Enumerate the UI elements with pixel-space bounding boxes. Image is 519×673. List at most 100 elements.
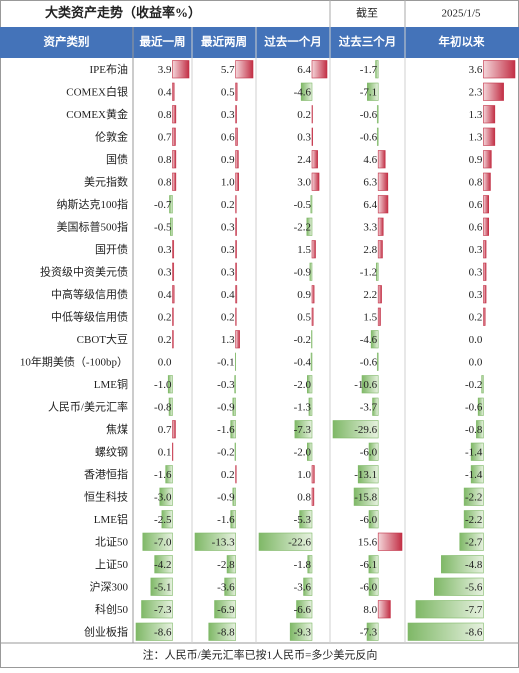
cell-value: 6.4 xyxy=(297,64,311,76)
asset-name: 科创50 xyxy=(95,602,128,616)
cell-value: 0.9 xyxy=(469,154,483,166)
cell-value: -0.5 xyxy=(154,221,172,233)
cell-value: -2.8 xyxy=(217,559,235,571)
data-bar xyxy=(377,353,378,371)
cell-value: -2.2 xyxy=(294,221,311,233)
data-bar xyxy=(172,286,174,304)
cell-value: -1.2 xyxy=(360,266,377,278)
asset-name: LME铝 xyxy=(94,512,128,526)
cell-value: 0.0 xyxy=(469,356,483,368)
data-bar xyxy=(172,151,175,169)
cell-value: -1.6 xyxy=(154,469,172,481)
cell-value: -7.1 xyxy=(360,86,377,98)
data-bar xyxy=(483,196,488,214)
data-bar xyxy=(312,308,313,326)
cell-value: -2.0 xyxy=(294,379,312,391)
cell-value: -3.7 xyxy=(360,401,378,413)
data-bar xyxy=(377,128,378,146)
asset-name: COMEX白银 xyxy=(66,84,128,98)
cell-value: -5.1 xyxy=(154,581,171,593)
asset-name: 沪深300 xyxy=(90,579,129,593)
asset-name: COMEX黄金 xyxy=(66,107,128,121)
cell-value: 0.6 xyxy=(469,221,483,233)
cell-value: 1.3 xyxy=(469,109,483,121)
data-bar xyxy=(483,151,491,169)
cell-value: -10.6 xyxy=(354,379,377,391)
cell-value: 0.6 xyxy=(469,199,483,211)
asset-name: 焦煤 xyxy=(106,423,128,436)
cell-value: 0.8 xyxy=(158,176,172,188)
cell-value: 0.7 xyxy=(158,131,172,143)
cell-value: 0.3 xyxy=(158,244,172,256)
cell-value: -4.6 xyxy=(360,334,378,346)
cell-value: -3.6 xyxy=(294,581,312,593)
cell-value: 2.3 xyxy=(469,86,483,98)
cell-value: -13.1 xyxy=(354,469,377,481)
data-bar xyxy=(483,61,515,79)
data-bar xyxy=(378,151,385,169)
data-bar xyxy=(236,151,239,169)
cell-value: 3.3 xyxy=(363,221,377,233)
column-header: 资产类别 xyxy=(44,35,90,49)
cell-value: -9.3 xyxy=(294,626,312,638)
data-bar xyxy=(172,128,175,146)
data-bar xyxy=(378,173,388,191)
data-bar xyxy=(172,241,173,259)
cell-value: -1.7 xyxy=(360,64,378,76)
cell-value: -0.6 xyxy=(360,109,378,121)
data-bar xyxy=(236,173,239,191)
cell-value: -0.9 xyxy=(217,491,235,503)
data-bar xyxy=(483,263,486,281)
cell-value: 0.8 xyxy=(297,491,311,503)
cell-value: 0.8 xyxy=(158,109,172,121)
cell-value: 2.4 xyxy=(297,154,311,166)
cell-value: 0.5 xyxy=(221,86,235,98)
data-bar xyxy=(172,308,173,326)
data-bar xyxy=(378,533,402,551)
data-bar xyxy=(312,151,318,169)
data-bar xyxy=(236,466,237,484)
data-bar xyxy=(236,106,237,124)
cell-value: 2.2 xyxy=(363,289,377,301)
cell-value: 0.2 xyxy=(158,334,172,346)
cell-value: -1.6 xyxy=(217,424,235,436)
data-bar xyxy=(378,308,380,326)
data-bar xyxy=(236,128,238,146)
column-header: 最近两周 xyxy=(201,35,247,49)
column-header: 过去一个月 xyxy=(264,35,322,49)
cell-value: 0.3 xyxy=(469,244,483,256)
data-bar xyxy=(378,196,388,214)
asset-name: 中低等级信用债 xyxy=(51,309,128,323)
cell-value: -5.3 xyxy=(294,514,312,526)
data-bar xyxy=(483,83,503,101)
cell-value: -1.6 xyxy=(217,514,235,526)
cell-value: 0.3 xyxy=(221,109,235,121)
cell-value: -0.9 xyxy=(217,401,235,413)
data-bar xyxy=(236,61,253,79)
cell-value: 3.0 xyxy=(297,176,311,188)
column-header: 过去三个月 xyxy=(339,35,397,49)
data-bar xyxy=(378,286,381,304)
data-bar xyxy=(236,218,237,236)
cell-value: 0.2 xyxy=(221,199,235,211)
cell-value: 0.8 xyxy=(469,176,483,188)
cell-value: -0.2 xyxy=(465,379,482,391)
cell-value: 1.0 xyxy=(221,176,235,188)
cell-value: -4.8 xyxy=(465,559,483,571)
asset-name: 恒生科技 xyxy=(84,489,128,503)
cell-value: 0.2 xyxy=(221,469,235,481)
cell-value: 1.3 xyxy=(221,334,235,346)
cell-value: 0.5 xyxy=(297,311,311,323)
cell-value: -22.6 xyxy=(288,536,311,548)
asset-name: 美元指数 xyxy=(84,174,128,188)
cell-value: 2.8 xyxy=(363,244,377,256)
cell-value: -0.2 xyxy=(217,446,234,458)
asset-name: LME铜 xyxy=(94,377,128,391)
cell-value: -1.4 xyxy=(465,469,483,481)
asset-name: 北证50 xyxy=(95,535,128,548)
cell-value: -13.3 xyxy=(212,536,235,548)
cell-value: -0.3 xyxy=(217,379,235,391)
data-bar xyxy=(312,286,314,304)
cell-value: 1.3 xyxy=(469,131,483,143)
asset-name: 螺纹钢 xyxy=(95,444,128,458)
